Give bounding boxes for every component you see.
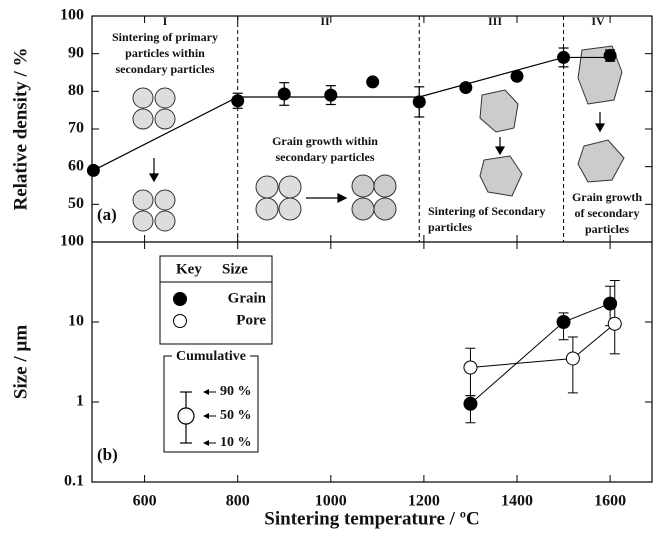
region-label: IV [591,14,605,28]
data-point [277,87,291,101]
region-text: particles [428,220,472,234]
cumulative-symbol [177,391,195,444]
y-tick-label: 10 [68,313,84,330]
legend-marker [173,314,187,328]
region-text: Grain growth within [272,134,378,148]
region-text: secondary particles [116,62,215,76]
x-tick-label: 1000 [315,493,347,510]
legend-label: Pore [236,312,266,328]
data-point [510,69,524,83]
series-line [470,303,611,405]
schematics [132,45,625,232]
data-point [603,49,617,63]
cumulative-title: Cumulative [176,349,246,364]
region-text: particles [585,222,629,236]
data-point [324,88,338,102]
panel-label: (b) [97,445,118,464]
region-label: III [488,14,502,28]
key-arrowhead [203,413,209,419]
x-tick-label: 800 [226,493,250,510]
region-text: Grain growth [572,190,642,204]
x-axis-label: Sintering temperature / ºC [264,508,479,529]
cumulative-title-bg [172,348,250,364]
cumulative-box [163,355,259,453]
data-point [463,360,478,375]
data-point [463,396,478,411]
data-point [603,296,618,311]
key-label: 90 % [220,384,252,399]
x-tick-label: 1400 [501,493,533,510]
legend-marker [173,292,187,306]
y-tick-label: 100 [60,233,84,250]
key-arrowhead [203,389,209,395]
region-text: secondary particles [276,150,375,164]
region-text: particles within [125,46,205,60]
x-tick-label: 1600 [594,493,626,510]
region-label: I [163,14,168,28]
frame [91,15,653,483]
y-tick-label: 0.1 [64,473,84,490]
y-tick-label: 100 [60,7,84,24]
key-label: 10 % [220,435,252,450]
legend-header: Size [222,261,248,277]
y-axis-label: Relative density / % [10,47,31,210]
data-point [231,94,245,108]
y-tick-label: 50 [68,195,84,212]
data-point [557,50,571,64]
y-tick-label: 70 [68,120,84,137]
panel-label: (a) [97,205,117,224]
key-label: 50 % [220,408,252,423]
data-point [607,316,622,331]
y-tick-label: 80 [68,82,84,99]
y-tick-label: 1 [76,393,84,410]
data-point [565,351,580,366]
x-tick-label: 1200 [408,493,440,510]
data-point [412,95,426,109]
y-tick-label: 90 [68,44,84,61]
region-label: II [320,14,330,28]
data-point [459,81,473,95]
data-point [556,315,571,329]
arrows [148,112,606,203]
x-tick-label: 600 [133,493,157,510]
region-text: of secondary [575,206,640,220]
legend-label: Grain [228,290,267,306]
key-arrowhead [203,440,209,446]
region-text: Sintering of primary [112,30,218,44]
y-axis-label: Size / µm [10,325,31,399]
series-line [470,323,616,368]
legend-header: Key [176,261,202,277]
data-point [366,75,380,89]
y-tick-label: 60 [68,157,84,174]
data-point [86,163,100,177]
region-text: Sintering of Secondary [428,204,545,218]
